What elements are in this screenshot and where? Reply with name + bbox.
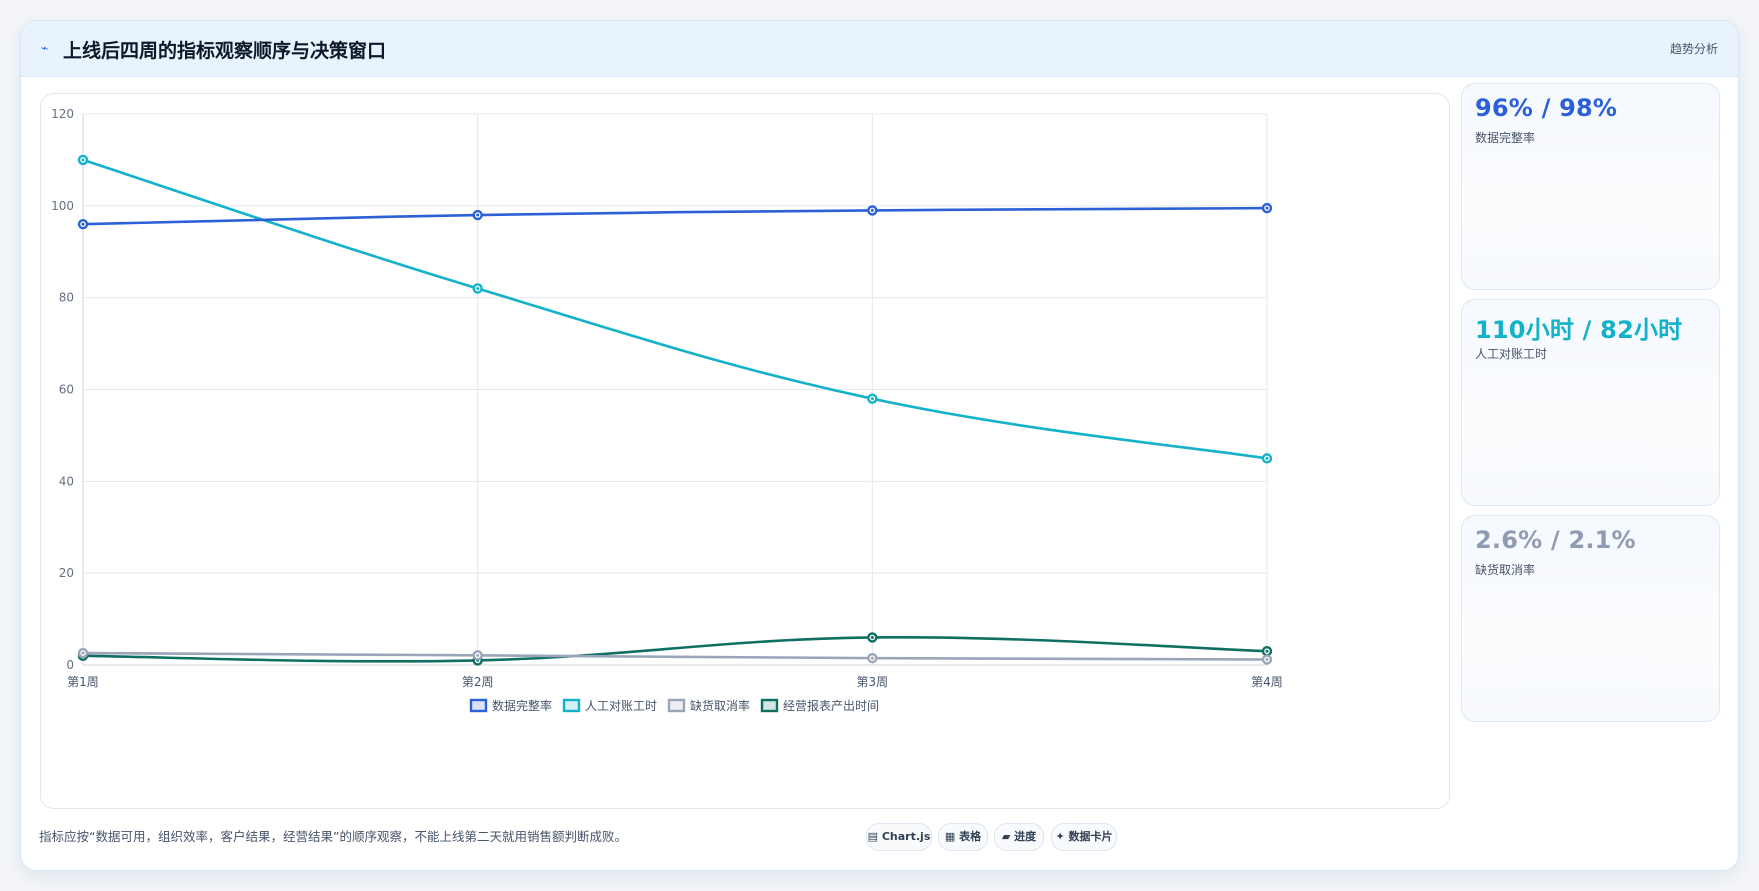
footnote: 指标应按“数据可用，组织效率，客户结果，经营结果”的顺序观察，不能上线第二天就用… [39,829,627,844]
x-tick-label: 第3周 [857,675,889,689]
trend-analysis-link[interactable]: 趋势分析 [1669,42,1718,56]
data-point-core [1265,657,1269,661]
table-icon: ▦ [944,830,956,843]
y-tick-label: 60 [59,383,74,397]
legend-swatch [667,698,686,713]
kpi-value: 96% / 98% [1475,94,1618,122]
kpi-card-manual-reconciliation: 110小时 / 82小时 人工对账工时 [1461,299,1720,506]
series-line [81,651,1269,661]
sparkle-icon: ✦ [1055,830,1065,843]
kpi-label: 人工对账工时 [1475,347,1548,361]
y-tick-label: 100 [51,199,74,213]
kpi-card-stockout-cancel: 2.6% / 2.1% 缺货取消率 [1461,515,1720,722]
series-line [81,158,1269,460]
legend-label: 人工对账工时 [585,699,657,713]
y-tick-label: 20 [59,566,74,580]
trend-line-icon: ⌁ [41,41,49,55]
legend-label: 经营报表产出时间 [783,698,879,713]
y-tick-label: 80 [59,291,74,305]
series-line [81,635,1269,663]
analysis-card: ⌁ 上线后四周的指标观察顺序与决策窗口 趋势分析 0 20 40 60 80 100 120… [20,20,1739,871]
tag-label: 进度 [1014,830,1037,843]
data-point-core [81,222,85,226]
y-tick-label: 0 [66,658,74,672]
legend-swatch [469,698,488,713]
tag-progress[interactable]: ▰ 进度 [994,823,1044,851]
legend-swatch [760,698,779,713]
line-chart: 0 20 40 60 80 100 120 第1周 第2周 第3周 第4周数据完整率 人工对账工时 缺货… [40,93,1450,809]
x-tick-label: 第4周 [1251,675,1283,689]
data-point-core [1265,206,1269,210]
chart-icon: ▤ [867,830,879,843]
card-title: 上线后四周的指标观察顺序与决策窗口 [63,40,387,62]
card-header: ⌁ 上线后四周的指标观察顺序与决策窗口 趋势分析 [21,21,1738,77]
data-point-core [870,397,874,401]
y-tick-label: 120 [51,107,74,121]
kpi-card-data-completeness: 96% / 98% 数据完整率 [1461,83,1720,290]
tag-label: 表格 [959,830,982,843]
data-point-core [476,286,480,290]
y-tick-label: 40 [59,474,74,488]
legend-swatch [562,698,581,713]
x-tick-label: 第2周 [462,675,494,689]
tag-table[interactable]: ▦ 表格 [938,823,988,851]
series-line [81,206,1269,226]
progress-icon: ▰ [1001,830,1011,843]
legend-label: 数据完整率 [492,698,552,713]
kpi-label: 缺货取消率 [1475,563,1536,577]
data-point-core [476,213,480,217]
kpi-label: 数据完整率 [1475,131,1536,145]
kpi-value: 2.6% / 2.1% [1475,526,1636,554]
data-point-core [870,208,874,212]
data-point-core [1265,649,1269,653]
data-point-core [81,158,85,162]
x-tick-label: 第1周 [67,675,99,689]
legend-label: 缺货取消率 [690,698,750,713]
tag-label: Chart.js [881,830,931,843]
data-point-core [870,656,874,660]
data-point-core [81,651,85,655]
data-point-core [476,653,480,657]
kpi-value: 110小时 / 82小时 [1475,316,1683,344]
tag-chartjs[interactable]: ▤ Chart.js [866,823,932,851]
tag-label: 数据卡片 [1068,830,1113,843]
data-point-core [870,635,874,639]
tag-data-card[interactable]: ✦ 数据卡片 [1051,823,1117,851]
data-point-core [1265,456,1269,460]
